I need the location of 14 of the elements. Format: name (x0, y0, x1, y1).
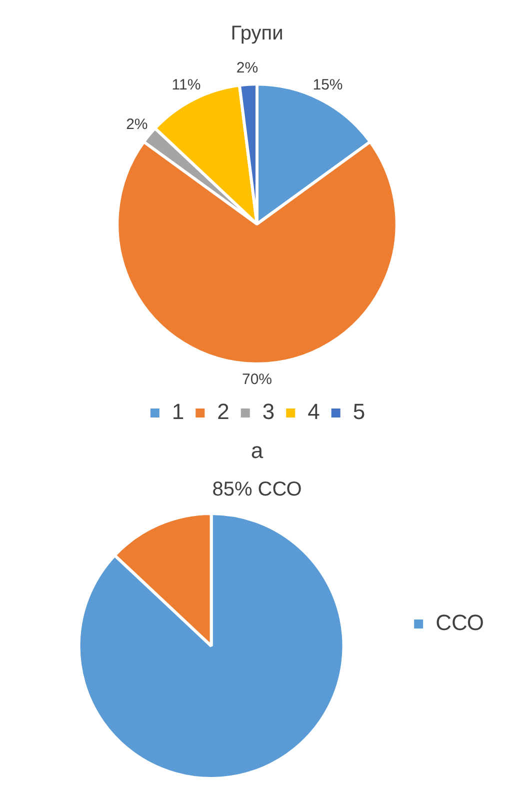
data-label: 2% (126, 116, 148, 133)
data-label: 11% (172, 76, 201, 94)
chart-title: Групи (230, 22, 284, 45)
legend-label: 4 (308, 399, 320, 424)
data-label: 70% (242, 371, 272, 388)
text: а (250, 438, 264, 464)
legend-label: 5 (352, 399, 366, 424)
legend-label: ССО (436, 610, 484, 636)
data-label: 2% (236, 60, 258, 77)
legend-label: 3 (262, 399, 275, 424)
data-label: 15% (312, 76, 343, 94)
chart-title: 85% ССО (212, 478, 302, 501)
legend-label: 1 (172, 399, 184, 424)
legend-label: 2 (217, 399, 230, 424)
